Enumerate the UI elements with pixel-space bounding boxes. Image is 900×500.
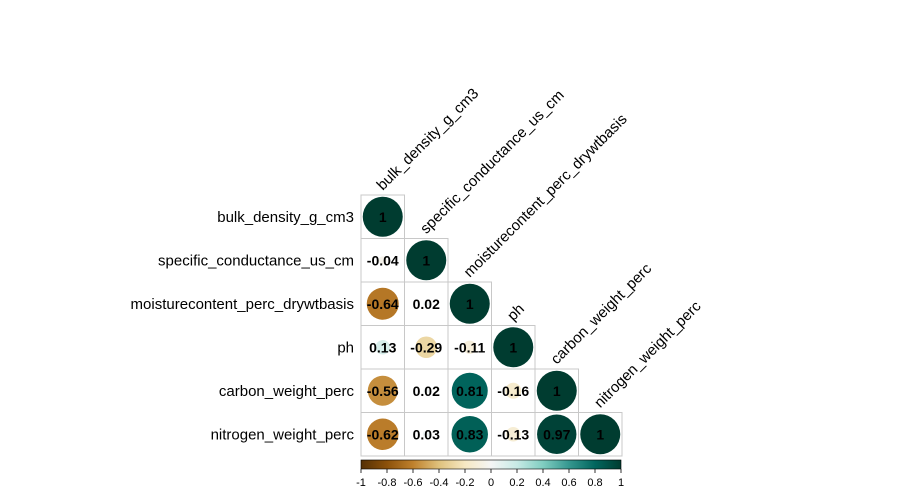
cell-specific_conductance_us_cm-specific_conductance_us_cm: 1 <box>404 238 449 283</box>
correlation-circle <box>366 287 399 320</box>
colorbar-tick-label: -0.8 <box>378 477 397 489</box>
colorbar-tick-label: 0.8 <box>587 477 602 489</box>
colorbar-tick-label: -0.4 <box>430 477 449 489</box>
cell-ph-ph: 1 <box>491 325 536 370</box>
colorbar-tick-label: 1 <box>618 477 624 489</box>
correlation-circle <box>422 430 430 438</box>
row-labels: bulk_density_g_cm3 specific_conductance_u… <box>131 209 355 444</box>
colorbar-gradient <box>360 459 622 470</box>
correlation-circle <box>378 256 387 265</box>
cell-ph-specific_conductance_us_cm: -0.29 <box>404 325 449 370</box>
correlation-circle <box>449 283 490 324</box>
correlation-value: -0.16 <box>497 383 529 399</box>
cell-nitrogen_weight_perc-nitrogen_weight_perc: 1 <box>578 412 623 457</box>
cell-carbon_weight_perc-bulk_density_g_cm3: -0.56 <box>360 368 405 413</box>
correlation-cells: 1 -0.04 1 -0.64 0.02 1 0.13 -0.29 -0.11 1 -0.56 0.0… <box>360 194 623 457</box>
cell-moisturecontent_perc_drywtbasis-specific_conductance_us_cm: 0.02 <box>404 281 449 326</box>
correlation-circle <box>451 416 488 453</box>
correlation-value: 0.02 <box>413 383 440 399</box>
cell-carbon_weight_perc-specific_conductance_us_cm: 0.02 <box>404 368 449 413</box>
cell-moisturecontent_perc_drywtbasis-moisturecontent_perc_drywtbasis: 1 <box>447 281 492 326</box>
correlation-value: -0.64 <box>367 296 399 312</box>
correlation-circle <box>537 414 577 454</box>
cell-carbon_weight_perc-carbon_weight_perc: 1 <box>534 368 579 413</box>
correlation-value: 1 <box>553 383 561 399</box>
colorbar-tick-label: -1 <box>356 477 366 489</box>
correlation-circle <box>423 300 430 307</box>
cell-specific_conductance_us_cm-bulk_density_g_cm3: -0.04 <box>360 238 405 283</box>
correlation-value: 0.03 <box>413 426 440 442</box>
correlation-circle <box>367 418 399 450</box>
colorbar-ticks: -1 -0.8 -0.6 -0.4 -0.2 0 0.2 0.4 0.6 0.8 1 <box>356 469 624 489</box>
correlation-value: 1 <box>466 296 474 312</box>
cell-border <box>578 412 623 457</box>
colorbar-tick-label: -0.6 <box>404 477 423 489</box>
column-label-ph: ph <box>504 301 528 325</box>
correlation-value: -0.56 <box>367 383 399 399</box>
correlation-value: 0.83 <box>456 426 483 442</box>
correlation-value: -0.29 <box>410 339 442 355</box>
correlation-circle <box>415 336 438 359</box>
cell-ph-bulk_density_g_cm3: 0.13 <box>360 325 405 370</box>
correlation-value: 0.81 <box>456 383 483 399</box>
row-label-bulk_density_g_cm3: bulk_density_g_cm3 <box>217 209 354 226</box>
correlation-circle <box>423 387 430 394</box>
row-label-ph: ph <box>337 339 354 356</box>
cell-nitrogen_weight_perc-bulk_density_g_cm3: -0.62 <box>360 412 405 457</box>
row-label-carbon_weight_perc: carbon_weight_perc <box>219 383 355 400</box>
cell-moisturecontent_perc_drywtbasis-bulk_density_g_cm3: -0.64 <box>360 281 405 326</box>
cell-bulk_density_g_cm3-bulk_density_g_cm3: 1 <box>360 194 405 239</box>
correlation-circle <box>367 375 398 406</box>
row-label-nitrogen_weight_perc: nitrogen_weight_perc <box>211 426 355 443</box>
row-label-specific_conductance_us_cm: specific_conductance_us_cm <box>158 252 354 269</box>
correlation-circle <box>506 427 521 442</box>
cell-ph-moisturecontent_perc_drywtbasis: -0.11 <box>447 325 492 370</box>
correlation-circle <box>463 340 477 354</box>
correlation-circle <box>536 370 577 411</box>
cell-nitrogen_weight_perc-ph: -0.13 <box>491 412 536 457</box>
correlation-value: -0.62 <box>367 426 399 442</box>
correlation-circle <box>362 196 403 237</box>
correlation-circle <box>406 240 447 281</box>
colorbar-tick-label: -0.2 <box>456 477 475 489</box>
correlation-value: -0.04 <box>367 252 399 268</box>
correlation-circle <box>451 372 488 409</box>
colorbar-tick-label: 0.6 <box>561 477 576 489</box>
colorbar-tick-label: 0 <box>488 477 494 489</box>
colorbar: -1 -0.8 -0.6 -0.4 -0.2 0 0.2 0.4 0.6 0.8 1 <box>356 459 624 489</box>
cell-nitrogen_weight_perc-moisturecontent_perc_drywtbasis: 0.83 <box>447 412 492 457</box>
correlation-value: 1 <box>379 209 387 225</box>
correlation-value: 0.13 <box>369 339 396 355</box>
cell-nitrogen_weight_perc-specific_conductance_us_cm: 0.03 <box>404 412 449 457</box>
correlation-circle <box>375 340 390 355</box>
correlation-value: 0.02 <box>413 296 440 312</box>
correlation-value: 0.97 <box>543 426 570 442</box>
correlation-value: 1 <box>509 339 517 355</box>
correlation-circle <box>505 382 522 399</box>
correlation-value: -0.13 <box>497 426 529 442</box>
correlation-value: -0.11 <box>454 339 485 355</box>
correlation-value: 1 <box>596 426 604 442</box>
column-label-specific_conductance_us_cm: specific_conductance_us_cm <box>417 87 568 238</box>
row-label-moisturecontent_perc_drywtbasis: moisturecontent_perc_drywtbasis <box>131 296 354 313</box>
correlation-circle <box>493 327 534 368</box>
cell-carbon_weight_perc-moisturecontent_perc_drywtbasis: 0.81 <box>447 368 492 413</box>
colorbar-tick-label: 0.4 <box>535 477 550 489</box>
cell-nitrogen_weight_perc-carbon_weight_perc: 0.97 <box>534 412 579 457</box>
column-label-moisturecontent_perc_drywtbasis: moisturecontent_perc_drywtbasis <box>461 111 631 281</box>
correlation-value: 1 <box>422 252 430 268</box>
cell-carbon_weight_perc-ph: -0.16 <box>491 368 536 413</box>
correlation-circle <box>580 414 621 455</box>
colorbar-tick-label: 0.2 <box>509 477 524 489</box>
